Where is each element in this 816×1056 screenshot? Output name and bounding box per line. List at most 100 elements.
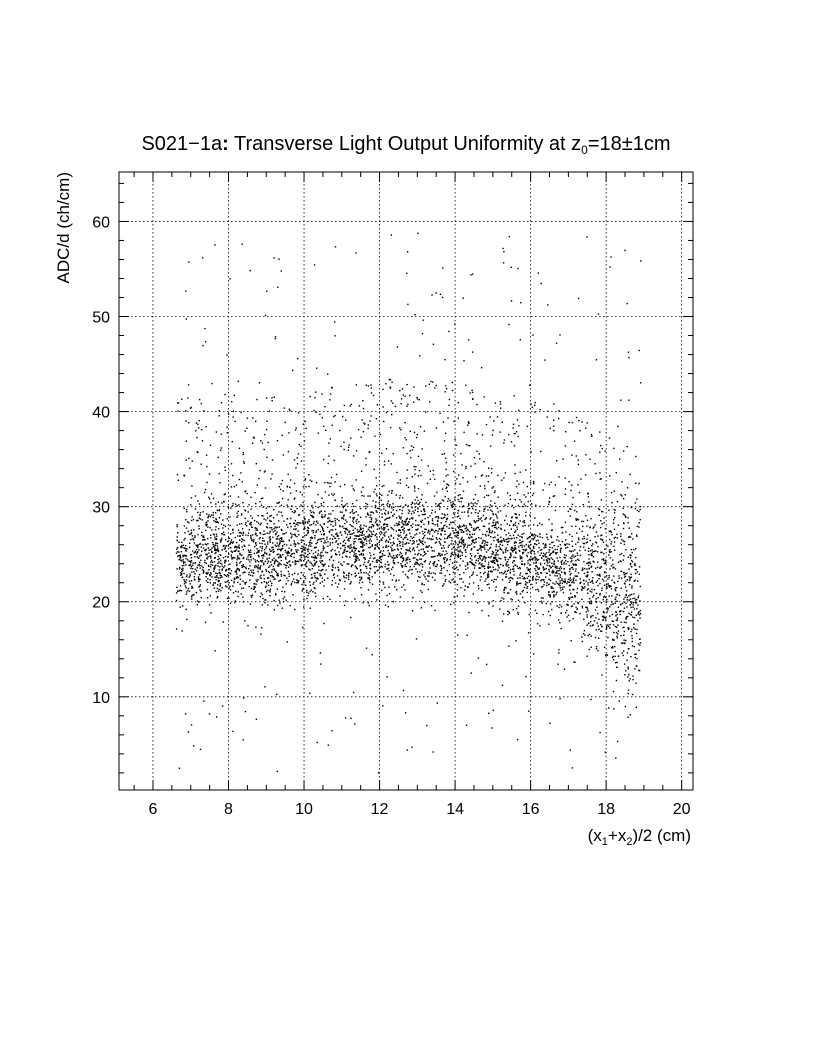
data-point <box>236 557 239 559</box>
data-point <box>397 534 399 536</box>
data-point <box>605 596 607 599</box>
data-point <box>278 556 280 558</box>
data-point <box>531 586 534 589</box>
data-point <box>375 477 377 479</box>
data-point <box>328 565 330 567</box>
data-point <box>356 529 359 531</box>
data-point <box>448 398 451 401</box>
data-point <box>441 513 443 515</box>
data-point <box>217 565 219 567</box>
data-point <box>410 524 412 527</box>
data-point <box>353 532 355 534</box>
data-point <box>353 512 356 514</box>
data-point <box>297 412 300 414</box>
data-point <box>322 528 324 530</box>
data-point <box>276 526 278 528</box>
data-point <box>595 645 598 648</box>
data-point <box>486 544 488 546</box>
data-point <box>613 447 615 450</box>
data-point <box>417 552 420 555</box>
data-point <box>311 504 313 507</box>
data-point <box>608 707 610 709</box>
data-point <box>636 535 638 538</box>
data-point <box>400 536 402 538</box>
data-point <box>248 573 250 576</box>
data-point <box>422 540 424 542</box>
data-point <box>350 544 352 546</box>
data-point <box>378 497 381 499</box>
data-point <box>545 576 547 578</box>
data-point <box>216 576 218 578</box>
data-point <box>297 453 300 455</box>
data-point <box>443 558 445 561</box>
data-point <box>417 499 419 502</box>
data-point <box>553 419 555 421</box>
data-point <box>582 633 585 635</box>
data-point <box>303 580 305 582</box>
data-point <box>622 527 625 530</box>
data-point <box>342 525 344 528</box>
data-point <box>429 531 431 533</box>
data-point <box>579 582 581 584</box>
data-point <box>519 557 522 559</box>
data-point <box>493 557 495 559</box>
data-point <box>183 507 185 510</box>
data-point <box>201 568 204 571</box>
data-point <box>224 559 226 562</box>
data-point <box>341 500 343 502</box>
data-point <box>565 547 567 549</box>
data-point <box>378 507 380 510</box>
data-point <box>206 481 208 484</box>
data-point <box>203 536 205 539</box>
data-point <box>331 579 334 582</box>
data-point <box>633 616 636 619</box>
data-point <box>437 530 439 532</box>
data-point <box>447 536 449 539</box>
data-point <box>546 564 548 567</box>
data-point <box>472 593 474 595</box>
data-point <box>404 524 406 526</box>
data-point <box>369 563 372 565</box>
data-point <box>521 536 523 538</box>
data-point <box>592 596 594 598</box>
data-point <box>576 558 579 561</box>
data-point <box>177 555 179 558</box>
data-point <box>523 545 525 547</box>
data-point <box>303 526 306 528</box>
data-point <box>449 558 451 561</box>
data-point <box>264 599 266 601</box>
data-point <box>360 527 362 529</box>
data-point <box>211 529 213 531</box>
data-point <box>612 647 614 649</box>
data-point <box>566 603 568 606</box>
data-point <box>290 584 292 586</box>
data-point <box>482 539 484 542</box>
data-point <box>312 516 314 519</box>
data-point <box>530 543 532 546</box>
data-point <box>617 561 620 563</box>
data-point <box>322 529 324 531</box>
data-point <box>229 516 231 518</box>
data-point <box>441 453 444 455</box>
data-point <box>549 546 551 548</box>
data-point <box>212 541 214 544</box>
data-point <box>265 397 268 399</box>
data-point <box>454 496 456 499</box>
data-point <box>178 568 181 570</box>
data-point <box>376 519 378 521</box>
data-point <box>385 448 388 450</box>
data-point <box>336 532 338 534</box>
data-point <box>374 557 376 559</box>
data-point <box>629 598 632 600</box>
data-point <box>484 571 486 573</box>
data-point <box>179 554 181 557</box>
data-point <box>434 565 436 568</box>
data-point <box>287 499 289 501</box>
data-point <box>401 509 403 512</box>
data-point <box>402 497 404 499</box>
data-point <box>374 548 376 550</box>
data-point <box>448 544 450 546</box>
data-point <box>536 571 539 574</box>
data-point <box>442 550 444 552</box>
data-point <box>489 518 491 520</box>
